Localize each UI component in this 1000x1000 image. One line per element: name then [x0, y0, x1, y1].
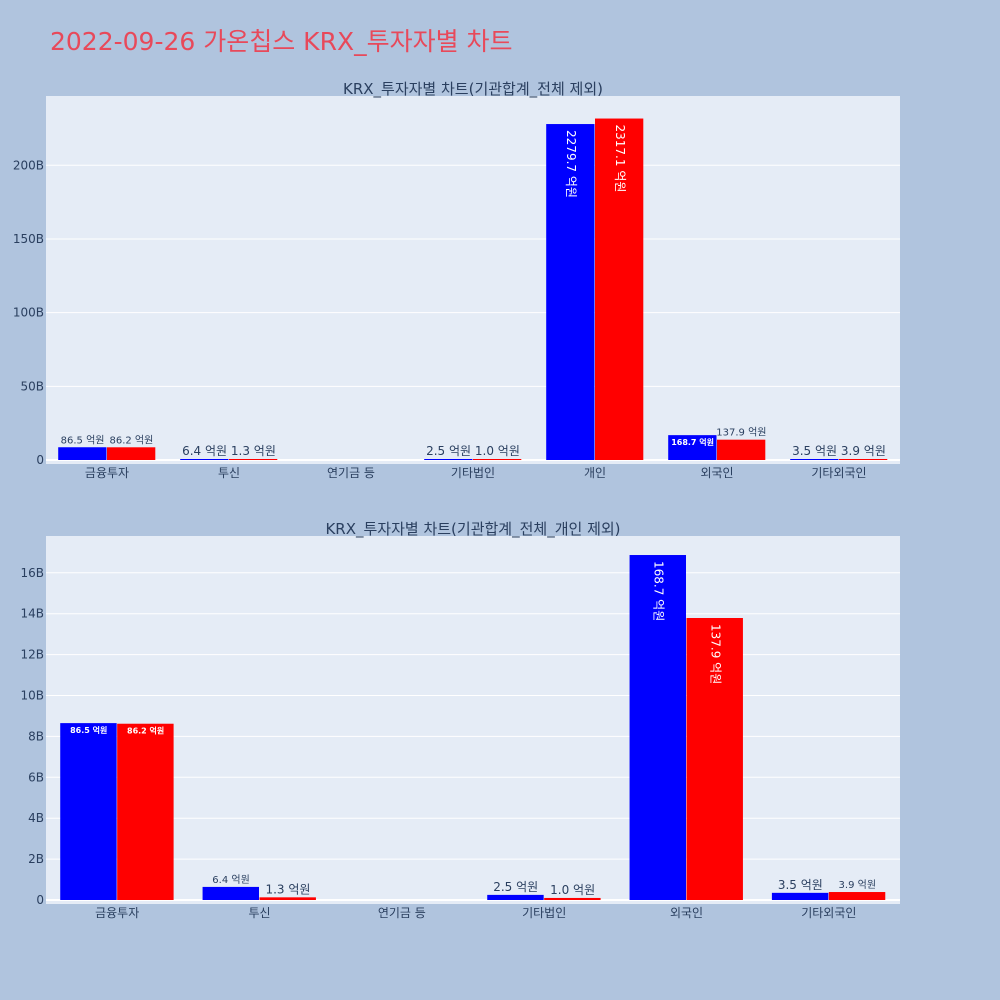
data-label: 3.5 억원	[792, 444, 837, 458]
x-tick-label: 개인	[584, 466, 606, 480]
x-tick-label: 연기금 등	[378, 906, 426, 920]
y-tick-label: 14B	[20, 607, 44, 621]
data-label: 3.5 억원	[778, 878, 823, 892]
data-label: 6.4 억원	[182, 444, 227, 458]
data-label: 86.5 억원	[61, 434, 105, 446]
data-label: 2.5 억원	[493, 880, 538, 894]
bar	[259, 897, 316, 900]
y-tick-label: 12B	[20, 648, 44, 662]
chart-title: KRX_투자자별 차트(기관합계_전체_개인 제외)	[325, 520, 620, 539]
y-tick-label: 4B	[28, 811, 44, 825]
data-label: 6.4 억원	[212, 874, 249, 886]
bar	[202, 886, 259, 900]
x-tick-label: 투신	[248, 906, 270, 920]
data-label: 1.0 억원	[475, 444, 520, 458]
data-label: 86.2 억원	[127, 726, 164, 736]
y-tick-label: 2B	[28, 852, 44, 866]
y-tick-label: 8B	[28, 729, 44, 743]
bar	[424, 459, 473, 460]
bar	[107, 447, 156, 460]
data-label: 168.7 억원	[652, 561, 666, 621]
bar	[229, 459, 278, 460]
plot-area	[46, 96, 900, 464]
bar	[546, 124, 595, 460]
bar	[473, 459, 522, 460]
x-tick-label: 투신	[218, 466, 240, 480]
plot-area	[46, 536, 900, 904]
bar	[717, 439, 766, 460]
x-tick-label: 기타외국인	[801, 906, 856, 920]
bar	[629, 555, 686, 900]
data-label: 1.0 억원	[550, 883, 595, 897]
x-tick-label: 기타법인	[451, 466, 495, 480]
x-tick-label: 연기금 등	[327, 466, 375, 480]
chart-title: KRX_투자자별 차트(기관합계_전체 제외)	[343, 80, 603, 99]
bar	[180, 459, 229, 460]
x-tick-label: 외국인	[670, 906, 703, 920]
y-tick-label: 10B	[20, 689, 44, 703]
bar	[487, 894, 544, 900]
data-label: 86.2 억원	[109, 434, 153, 446]
y-tick-label: 150B	[13, 232, 44, 246]
bar	[60, 723, 117, 900]
chart-2: 0 2B 4B 6B 8B 10B 12B 14B 16B KRX_투자자별 차트(기관합계_전체…	[20, 520, 900, 920]
y-tick-label: 16B	[20, 566, 44, 580]
y-tick-label: 6B	[28, 770, 44, 784]
bar	[668, 435, 717, 460]
x-tick-label: 기타법인	[522, 906, 566, 920]
data-label: 86.5 억원	[70, 725, 107, 735]
bar	[58, 447, 107, 460]
data-label: 137.9 억원	[708, 624, 722, 684]
data-label: 3.9 억원	[841, 444, 886, 458]
data-label: 1.3 억원	[265, 882, 310, 896]
bar	[771, 892, 829, 900]
data-label: 2317.1 억원	[613, 125, 627, 193]
bar	[117, 723, 174, 900]
x-tick-label: 외국인	[700, 466, 733, 480]
data-label: 137.9 억원	[716, 427, 766, 439]
bar	[595, 118, 644, 461]
data-label: 2.5 억원	[426, 444, 471, 458]
data-label: 3.9 억원	[839, 879, 876, 891]
x-tick-label: 기타외국인	[811, 466, 866, 480]
bar	[839, 459, 888, 460]
x-tick-label: 금융투자	[95, 906, 139, 920]
bar	[790, 459, 839, 460]
page-title: 2022-09-26 가온칩스 KRX_투자자별 차트	[50, 27, 513, 56]
bar	[828, 892, 886, 900]
bar	[544, 897, 601, 900]
data-label: 2279.7 억원	[564, 130, 578, 198]
y-tick-label: 0	[36, 893, 44, 907]
y-tick-label: 100B	[13, 306, 44, 320]
data-label: 1.3 억원	[231, 444, 276, 458]
y-tick-label: 200B	[13, 158, 44, 172]
chart-1: 0 50B 100B 150B 200B KRX_투자자별 차트(기관합계_전체 제외) 금…	[13, 80, 900, 480]
y-tick-label: 50B	[20, 379, 44, 393]
bar	[686, 618, 743, 900]
data-label: 168.7 억원	[671, 437, 714, 447]
y-tick-label: 0	[36, 453, 44, 467]
x-tick-label: 금융투자	[85, 466, 129, 480]
